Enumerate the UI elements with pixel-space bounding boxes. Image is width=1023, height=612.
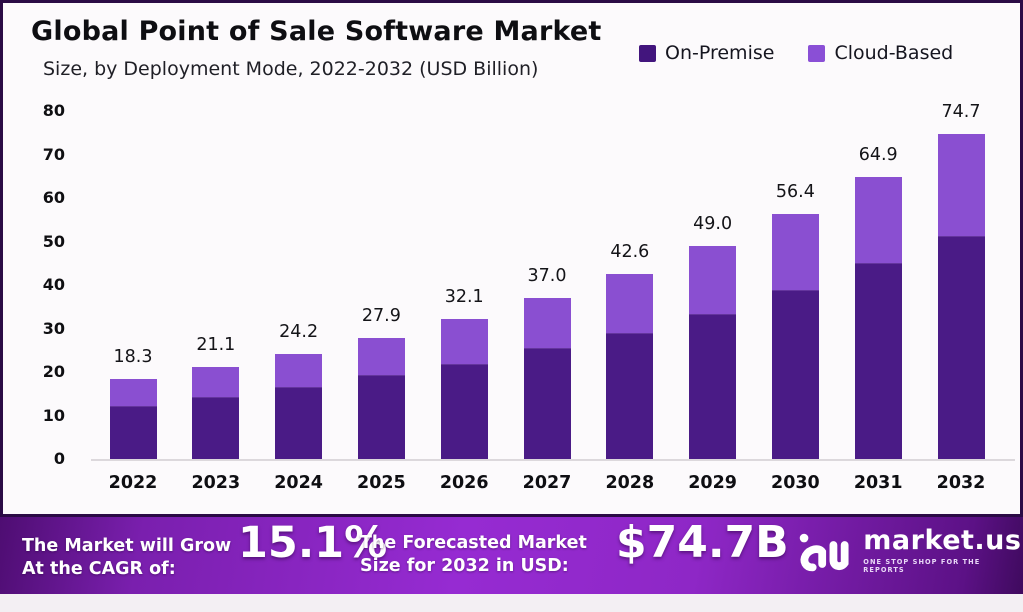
x-axis-label-2026: 2026 — [439, 473, 489, 493]
bar-value-label-2030: 56.4 — [775, 181, 815, 202]
legend-swatch-on-premise-icon — [639, 44, 656, 62]
cagr-label-line2: At the CAGR of: — [22, 559, 176, 579]
y-axis-tick: 60 — [42, 188, 65, 207]
bar-segment-on-premise-2023 — [192, 398, 240, 459]
bar-segment-on-premise-2028 — [606, 334, 654, 459]
chart-panel: Global Point of Sale Software Market Siz… — [0, 0, 1023, 594]
bar-segment-cloud-based-2028 — [606, 273, 654, 335]
bar-segment-cloud-based-2027 — [523, 298, 571, 350]
bar-value-label-2032: 74.7 — [941, 102, 981, 123]
x-axis-label-2030: 2030 — [771, 473, 820, 493]
brand-name: market.us — [863, 525, 1022, 556]
y-axis-tick: 20 — [42, 362, 65, 381]
bar-value-label-2026: 32.1 — [444, 287, 484, 308]
y-axis-tick: 50 — [42, 231, 65, 251]
bar-segment-on-premise-2026 — [440, 364, 488, 459]
forecast-label: The Forecasted Market Size for 2032 in U… — [360, 532, 587, 578]
bar-segment-on-premise-2031 — [854, 264, 902, 459]
forecast-value: $74.7B — [616, 517, 789, 568]
bar-segment-cloud-based-2023 — [192, 367, 240, 399]
forecast-label-line2: Size for 2032 in USD: — [360, 556, 569, 576]
bar-segment-on-premise-2024 — [275, 388, 323, 459]
x-axis-label-2029: 2029 — [688, 473, 737, 493]
y-axis-tick: 0 — [53, 449, 65, 468]
bottom-strip — [0, 594, 1023, 612]
legend-label-cloud-based: Cloud-Based — [834, 42, 954, 64]
bar-value-label-2028: 42.6 — [610, 241, 650, 262]
brand-logo: market.us ONE STOP SHOP FOR THE REPORTS — [798, 526, 1023, 574]
bar-segment-on-premise-2022 — [109, 406, 157, 459]
x-axis-label-2023: 2023 — [191, 473, 241, 493]
cagr-value: 15.1% — [238, 518, 388, 568]
bar-segment-on-premise-2025 — [357, 376, 405, 459]
bar-value-label-2027: 37.0 — [527, 266, 567, 287]
bar-segment-cloud-based-2029 — [689, 245, 737, 315]
market-us-logo-icon — [799, 533, 849, 572]
footer-banner: The Market will Grow At the CAGR of: — [0, 514, 1023, 594]
y-axis-tick: 80 — [42, 101, 65, 120]
bar-value-label-2023: 21.1 — [196, 335, 236, 356]
legend-item-cloud-based: Cloud-Based — [808, 42, 953, 64]
bar-value-label-2025: 27.9 — [361, 305, 401, 326]
bar-segment-on-premise-2032 — [937, 237, 985, 459]
x-axis-label-2022: 2022 — [108, 473, 158, 493]
cagr-label-line1: The Market will Grow — [22, 536, 232, 556]
x-axis-label-2031: 2031 — [853, 473, 903, 493]
x-axis-label-2032: 2032 — [936, 473, 986, 493]
bar-value-label-2029: 49.0 — [693, 213, 733, 234]
page-subtitle: Size, by Deployment Mode, 2022-2032 (USD… — [43, 58, 539, 80]
legend-item-on-premise: On-Premise — [639, 42, 774, 64]
y-axis-tick: 30 — [42, 318, 65, 338]
brand-tagline: ONE STOP SHOP FOR THE REPORTS — [863, 558, 981, 574]
bar-segment-on-premise-2029 — [689, 315, 737, 459]
bar-segment-cloud-based-2030 — [771, 213, 819, 291]
bar-segment-cloud-based-2025 — [357, 337, 405, 377]
x-axis-label-2025: 2025 — [357, 473, 406, 493]
y-axis-tick: 70 — [42, 144, 65, 164]
bar-value-label-2022: 18.3 — [113, 347, 153, 368]
page-title: Global Point of Sale Software Market — [31, 16, 602, 47]
x-axis-baseline — [91, 459, 1015, 461]
bar-value-label-2031: 64.9 — [858, 144, 898, 165]
bar-segment-cloud-based-2031 — [854, 176, 902, 265]
cagr-label: The Market will Grow At the CAGR of: — [22, 535, 231, 581]
legend: On-Premise Cloud-Based — [639, 42, 953, 64]
bar-segment-cloud-based-2026 — [440, 319, 488, 365]
x-axis-label-2027: 2027 — [522, 473, 572, 493]
bar-segment-cloud-based-2024 — [275, 353, 323, 389]
bar-value-label-2024: 24.2 — [279, 321, 319, 342]
bar-segment-cloud-based-2032 — [937, 134, 985, 238]
forecast-label-line1: The Forecasted Market — [360, 533, 587, 553]
bar-segment-on-premise-2030 — [771, 290, 819, 459]
legend-swatch-cloud-based-icon — [808, 44, 826, 62]
legend-label-on-premise: On-Premise — [665, 42, 775, 64]
bar-segment-on-premise-2027 — [523, 349, 571, 459]
y-axis-tick: 10 — [42, 405, 65, 425]
y-axis-tick: 40 — [42, 275, 65, 294]
bar-segment-cloud-based-2022 — [109, 379, 157, 407]
x-axis-label-2028: 2028 — [605, 473, 655, 493]
x-axis-label-2024: 2024 — [274, 473, 323, 493]
